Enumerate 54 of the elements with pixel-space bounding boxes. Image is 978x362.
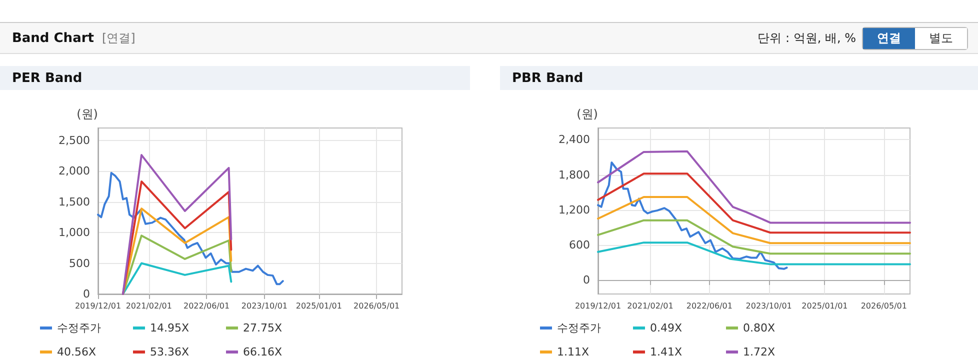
legend-label: 1.72X: [743, 346, 776, 358]
x-tick-label: 2022/06/01: [183, 302, 230, 310]
legend-label: 수정주가: [557, 322, 601, 334]
y-axis-title: (원): [576, 107, 598, 121]
x-tick-label: 2021/02/01: [126, 302, 172, 310]
y-tick-label: 1,200: [558, 203, 590, 216]
line-series: [597, 172, 911, 234]
line-series: [122, 180, 232, 295]
legend-label: 1.41X: [650, 346, 682, 358]
line-series: [122, 262, 232, 295]
line-series: [597, 219, 911, 255]
chart-title: PBR Band: [500, 66, 978, 90]
x-tick-label: 2026/05/01: [354, 302, 400, 310]
line-series: [597, 161, 788, 270]
legend-label: 0.80X: [743, 322, 776, 334]
chart-title: PER Band: [0, 66, 470, 90]
legend-label: 14.95X: [150, 322, 190, 334]
legend-label: 40.56X: [57, 346, 96, 358]
line-series: [122, 154, 232, 295]
y-tick-label: 0: [83, 288, 90, 300]
y-tick-label: 2,500: [58, 134, 90, 147]
line-series: [597, 150, 911, 224]
line-series: [597, 196, 911, 244]
legend-label: 53.36X: [150, 346, 190, 358]
x-tick-label: 2021/02/01: [627, 302, 674, 310]
x-tick-label: 2026/05/01: [860, 302, 907, 310]
y-tick-label: 1,000: [58, 226, 90, 240]
y-tick-label: 1,500: [58, 195, 90, 208]
text: 단위 : 억원, 배, %: [758, 30, 856, 46]
legend-label: 27.75X: [243, 322, 282, 334]
legend-label: 수정주가: [57, 322, 101, 334]
y-axis-title: (원): [76, 107, 98, 121]
legend-label: 1.11X: [557, 346, 590, 358]
x-tick-label: 2019/12/01: [74, 302, 122, 310]
x-tick-label: 2025/01/01: [802, 302, 848, 310]
legend-label: 0.49X: [650, 322, 682, 334]
y-tick-label: 1,800: [558, 168, 590, 182]
y-tick-label: 2,000: [58, 164, 90, 178]
x-tick-label: 2023/10/01: [241, 302, 288, 310]
y-tick-label: 500: [69, 256, 90, 270]
y-tick-label: 2,400: [558, 133, 590, 146]
y-tick-label: 0: [583, 273, 590, 286]
line-series: [97, 172, 284, 286]
line-series: [122, 208, 232, 295]
toggle-switch: 연결 별도: [862, 26, 968, 50]
legend-label: 66.16X: [243, 346, 282, 358]
y-tick-label: 600: [569, 238, 590, 252]
line-series: [597, 242, 911, 266]
text: [연결]: [102, 30, 136, 46]
x-tick-label: 2025/01/01: [296, 302, 342, 310]
x-tick-label: 2019/12/01: [574, 302, 622, 310]
x-tick-label: 2023/10/01: [746, 302, 792, 310]
text: Band Chart: [12, 30, 94, 46]
x-tick-label: 2022/06/01: [686, 302, 732, 310]
